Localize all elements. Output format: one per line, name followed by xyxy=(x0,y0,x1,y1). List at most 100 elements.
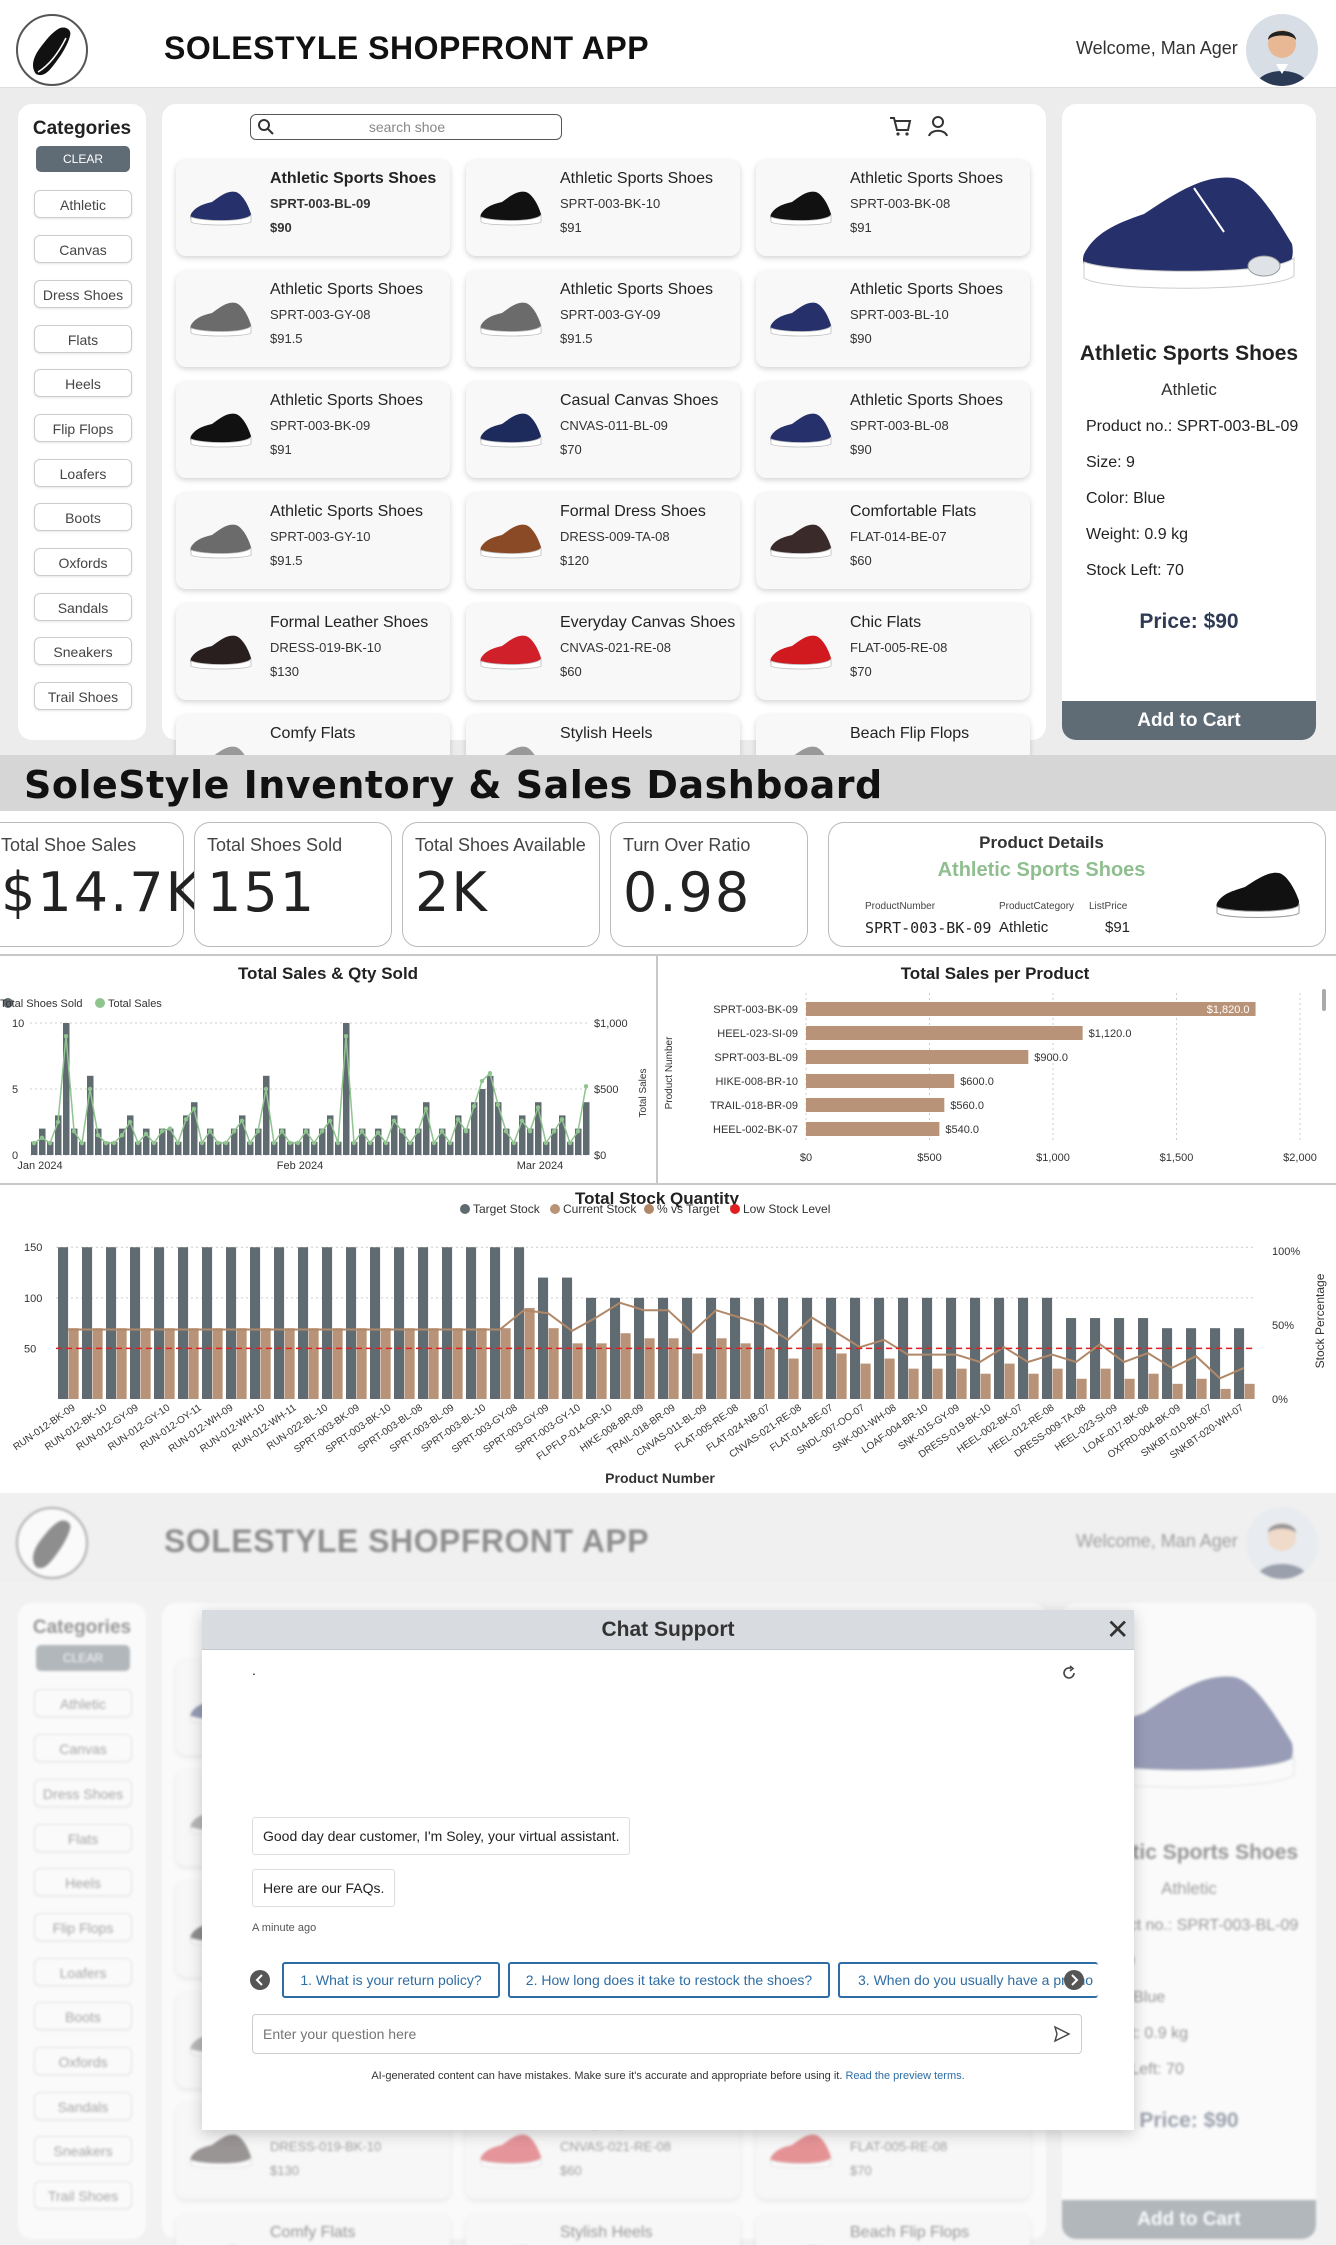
close-icon[interactable]: ✕ xyxy=(1106,1614,1130,1645)
y-tick-label: HEEL-023-SI-09 xyxy=(717,1028,798,1040)
qty-bar xyxy=(551,1128,558,1155)
current-stock-bar xyxy=(884,1358,895,1399)
kpi-label: Total Shoe Sales xyxy=(1,835,137,855)
current-stock-bar xyxy=(68,1328,79,1399)
category-sandals[interactable]: Sandals xyxy=(34,593,132,621)
sales-point xyxy=(519,1118,525,1123)
refresh-icon[interactable] xyxy=(1060,1664,1078,1687)
sales-point xyxy=(295,1140,301,1146)
question-input-box[interactable] xyxy=(252,2014,1082,2054)
data-label: $560.0 xyxy=(950,1100,984,1112)
product-card[interactable]: Chic Flats FLAT-005-RE-08 $70 xyxy=(756,604,1030,700)
sales-point xyxy=(463,1129,469,1134)
product-card[interactable]: Athletic Sports Shoes SPRT-003-GY-10 $91.5 xyxy=(176,493,450,589)
user-avatar[interactable] xyxy=(1246,14,1318,86)
product-card[interactable]: Athletic Sports Shoes SPRT-003-BL-10 $90 xyxy=(756,271,1030,367)
product-card[interactable]: Everyday Canvas Shoes CNVAS-021-RE-08 $60 xyxy=(466,604,740,700)
product-thumbnail xyxy=(768,628,834,674)
question-input[interactable] xyxy=(263,2024,1023,2044)
y-tick-label: TRAIL-018-BR-09 xyxy=(710,1100,798,1112)
user-profile-icon[interactable] xyxy=(926,114,950,143)
qty-bar xyxy=(495,1102,502,1155)
product-card[interactable]: Comfortable Flats FLAT-014-BE-07 $60 xyxy=(756,493,1030,589)
qty-bar xyxy=(447,1141,454,1155)
product-card[interactable]: Athletic Sports Shoes SPRT-003-GY-09 $91.5 xyxy=(466,271,740,367)
current-stock-bar xyxy=(1052,1368,1063,1399)
kpi-label: Total Shoes Sold xyxy=(207,835,343,855)
carousel-prev-icon[interactable] xyxy=(250,1970,270,1995)
sales-point xyxy=(279,1129,285,1134)
product-card[interactable]: Formal Dress Shoes DRESS-009-TA-08 $120 xyxy=(466,493,740,589)
product-card[interactable]: Athletic Sports Shoes SPRT-003-BL-08 $90 xyxy=(756,382,1030,478)
scrollbar-thumb[interactable] xyxy=(1322,989,1326,1011)
product-card[interactable]: Beach Flip Flops xyxy=(756,715,1030,755)
category-dress-shoes[interactable]: Dress Shoes xyxy=(34,280,132,308)
carousel-next-icon[interactable] xyxy=(1064,1970,1084,1995)
qty-bar xyxy=(295,1141,302,1155)
product-thumbnail xyxy=(478,406,544,452)
product-card[interactable]: Casual Canvas Shoes CNVAS-011-BL-09 $70 xyxy=(466,382,740,478)
product-card[interactable]: Athletic Sports Shoes SPRT-003-BK-08 $91 xyxy=(756,160,1030,256)
data-label: $600.0 xyxy=(960,1076,994,1088)
product-number-label: ProductNumber xyxy=(865,901,936,912)
clear-filter-button[interactable]: CLEAR xyxy=(36,146,130,172)
target-stock-bar xyxy=(1162,1328,1173,1399)
current-stock-bar xyxy=(788,1358,799,1399)
product-card[interactable]: Athletic Sports Shoes SPRT-003-GY-08 $91.5 xyxy=(176,271,450,367)
current-stock-bar xyxy=(1076,1378,1087,1399)
y-right-tick-label: 0% xyxy=(1272,1394,1288,1406)
current-stock-bar xyxy=(500,1328,511,1399)
qty-bar xyxy=(103,1141,110,1155)
category-loafers[interactable]: Loafers xyxy=(34,459,132,487)
product-name: Comfy Flats xyxy=(270,725,356,742)
legend-label: % vs Target xyxy=(657,1202,720,1216)
qty-bar xyxy=(343,1023,350,1155)
chat-title: Chat Support xyxy=(601,1618,735,1641)
sales-point xyxy=(159,1129,165,1134)
product-detail-panel: Athletic Sports Shoes Athletic Product n… xyxy=(1062,104,1316,740)
category-flats[interactable]: Flats xyxy=(34,325,132,353)
category-flip-flops[interactable]: Flip Flops xyxy=(34,414,132,442)
cart-icon[interactable] xyxy=(888,114,912,143)
faq-button-promo[interactable]: 3. When do you usually have a promo xyxy=(838,1962,1098,1998)
target-stock-bar xyxy=(850,1297,861,1399)
detail-price: Price: $90 xyxy=(1139,610,1239,633)
category-sneakers[interactable]: Sneakers xyxy=(34,637,132,665)
product-details-card: Product Details Athletic Sports Shoes Pr… xyxy=(828,822,1326,947)
sales-line xyxy=(33,1036,587,1146)
sales-point xyxy=(487,1070,493,1076)
product-price: $91.5 xyxy=(560,331,593,346)
product-name: Athletic Sports Shoes xyxy=(270,170,437,187)
sales-point xyxy=(319,1129,325,1134)
product-card[interactable]: Stylish Heels xyxy=(466,715,740,755)
faq-button-restock[interactable]: 2. How long does it take to restock the … xyxy=(508,1962,830,1998)
product-card[interactable]: Athletic Sports Shoes SPRT-003-BL-09 $90 xyxy=(176,160,450,256)
stock-chart-title: Total Stock Quantity xyxy=(574,1189,740,1208)
preview-terms-link[interactable]: Read the preview terms. xyxy=(845,2070,965,2082)
category-heels[interactable]: Heels xyxy=(34,369,132,397)
product-card[interactable]: Formal Leather Shoes DRESS-019-BK-10 $130 xyxy=(176,604,450,700)
sales-point xyxy=(239,1118,245,1123)
send-icon[interactable] xyxy=(1053,2025,1071,2048)
add-to-cart-button[interactable]: Add to Cart xyxy=(1062,701,1316,740)
product-card[interactable]: Athletic Sports Shoes SPRT-003-BK-10 $91 xyxy=(466,160,740,256)
sales-point xyxy=(327,1118,333,1123)
sales-point xyxy=(119,1133,125,1138)
qty-bar xyxy=(175,1141,182,1155)
faq-button-return-policy[interactable]: 1. What is your return policy? xyxy=(282,1962,500,1998)
product-card[interactable]: Athletic Sports Shoes SPRT-003-BK-09 $91 xyxy=(176,382,450,478)
x-tick-label: Mar 2024 xyxy=(517,1160,563,1172)
target-stock-bar xyxy=(154,1247,165,1399)
category-canvas[interactable]: Canvas xyxy=(34,235,132,263)
current-stock-bar xyxy=(308,1328,319,1399)
category-trail-shoes[interactable]: Trail Shoes xyxy=(34,682,132,710)
category-boots[interactable]: Boots xyxy=(34,503,132,531)
category-athletic[interactable]: Athletic xyxy=(34,190,132,218)
product-name: Casual Canvas Shoes xyxy=(560,392,719,409)
product-name: Athletic Sports Shoes xyxy=(270,281,423,298)
qty-bar xyxy=(223,1141,230,1155)
product-card[interactable]: Comfy Flats xyxy=(176,715,450,755)
category-oxfords[interactable]: Oxfords xyxy=(34,548,132,576)
search-placeholder: search shoe xyxy=(368,119,446,135)
search-box[interactable]: search shoe xyxy=(250,114,562,140)
